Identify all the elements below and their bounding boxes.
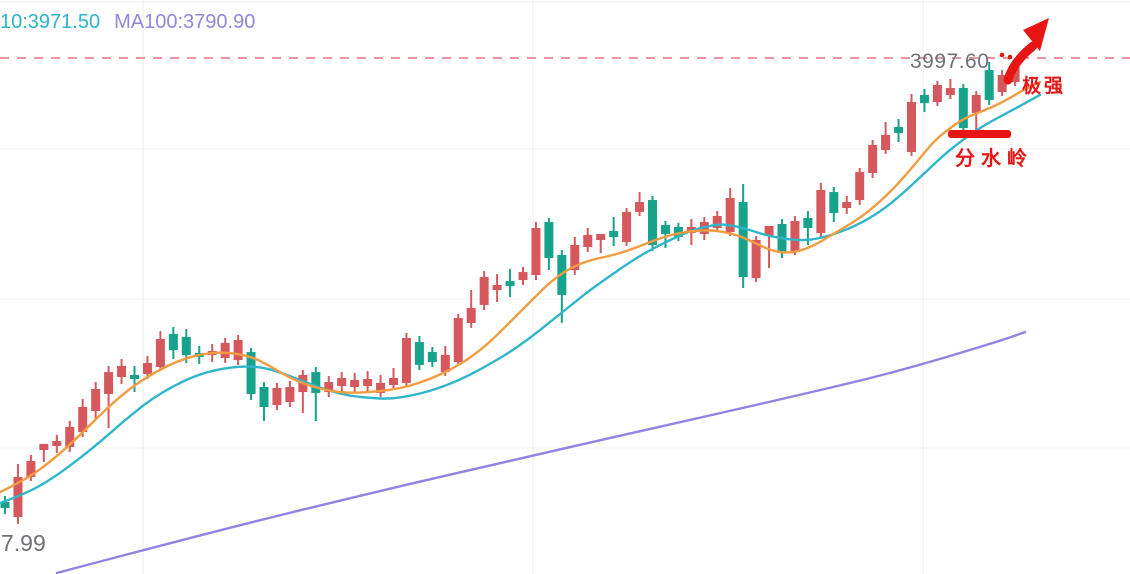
indicator-readout: 10:3971.50 MA100:3790.90 (0, 11, 255, 34)
ma100-value-label: MA100:3790.90 (114, 11, 256, 33)
annotation-watershed: 分水岭 (955, 148, 1033, 170)
bottom-left-price-label: 7.99 (1, 530, 46, 556)
up-arrow-icon (999, 18, 1049, 85)
annotation-extremely-strong: 极强 (1022, 76, 1067, 97)
ma10-value-label: 10:3971.50 (0, 11, 101, 33)
watershed-underline-bar (948, 130, 1011, 138)
price-line-label: 3997.60 (910, 50, 990, 73)
